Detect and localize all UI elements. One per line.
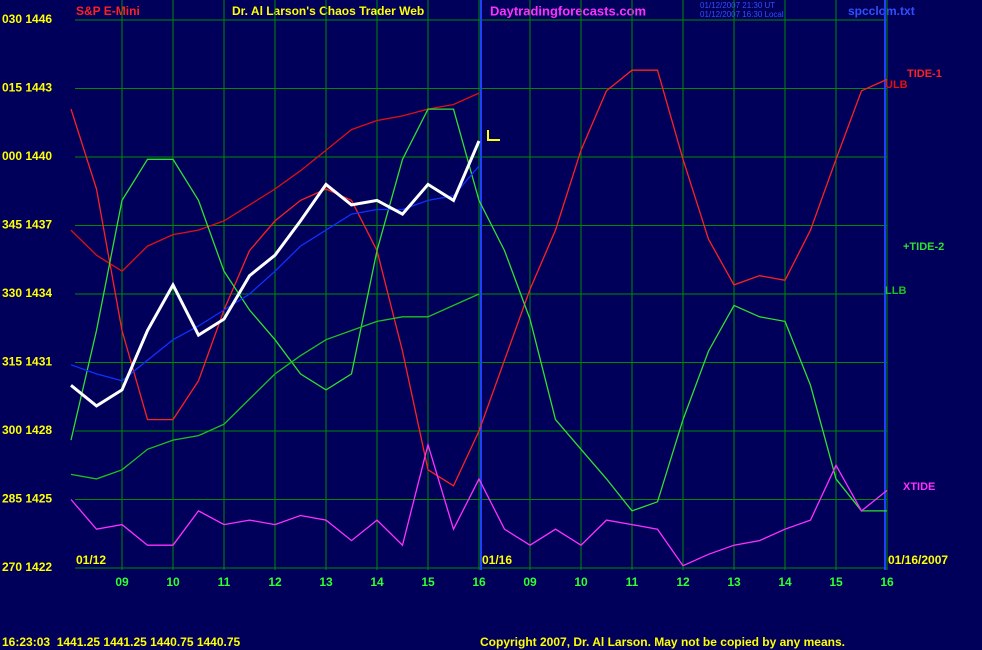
y-tick-label: 345 1437 (2, 218, 52, 232)
series-line (70, 293, 480, 480)
date-label: 01/16 (482, 553, 512, 567)
legend-label: TIDE-1 (907, 68, 942, 80)
y-tick-label: 300 1428 (2, 423, 52, 437)
symbol: S&P E-Mini (76, 4, 140, 18)
y-tick-label: 285 1425 (2, 492, 52, 506)
x-tick-label: 11 (626, 575, 639, 589)
y-tick-label: 315 1431 (2, 355, 52, 369)
x-tick-label: 15 (829, 575, 843, 589)
y-tick-label: 030 1446 (2, 12, 52, 26)
chart-title: Dr. Al Larson's Chaos Trader Web (232, 4, 424, 18)
y-tick-label: 270 1422 (2, 560, 52, 574)
legend-label: ULB (885, 79, 908, 91)
y-tick-label: 330 1434 (2, 286, 52, 300)
x-tick-label: 13 (319, 575, 333, 589)
y-tick-label: 015 1443 (2, 81, 52, 95)
series-line (70, 69, 888, 487)
timestamp: 01/12/2007 16:30 Local (700, 10, 784, 19)
copyright: Copyright 2007, Dr. Al Larson. May not b… (480, 635, 845, 649)
status-line: 16:23:03 1441.25 1441.25 1440.75 1440.75 (2, 635, 241, 649)
x-tick-label: 12 (676, 575, 690, 589)
x-tick-label: 13 (727, 575, 741, 589)
x-tick-label: 10 (574, 575, 588, 589)
x-tick-label: 09 (115, 575, 129, 589)
x-tick-label: 14 (778, 575, 792, 589)
x-tick-label: 16 (880, 575, 894, 589)
series-line (70, 92, 480, 273)
legend-label: LLB (885, 285, 906, 297)
series-line (70, 108, 887, 512)
file-name: spcclom.txt (848, 4, 915, 18)
timestamp: 01/12/2007 21:30 UT (700, 1, 775, 10)
y-tick-label: 000 1440 (2, 149, 52, 163)
legend-label: XTIDE (903, 481, 935, 493)
x-tick-label: 14 (370, 575, 384, 589)
date-label: 01/16/2007 (888, 553, 948, 567)
marker (487, 130, 500, 141)
website: Daytradingforecasts.com (490, 3, 646, 18)
legend-label: +TIDE-2 (903, 241, 944, 253)
series-line (70, 442, 888, 567)
x-tick-label: 11 (218, 575, 231, 589)
x-tick-label: 15 (421, 575, 435, 589)
x-tick-label: 09 (523, 575, 537, 589)
x-tick-label: 12 (268, 575, 282, 589)
x-tick-label: 10 (166, 575, 180, 589)
x-tick-label: 16 (472, 575, 486, 589)
date-label: 01/12 (76, 553, 106, 567)
series-line (70, 140, 481, 408)
